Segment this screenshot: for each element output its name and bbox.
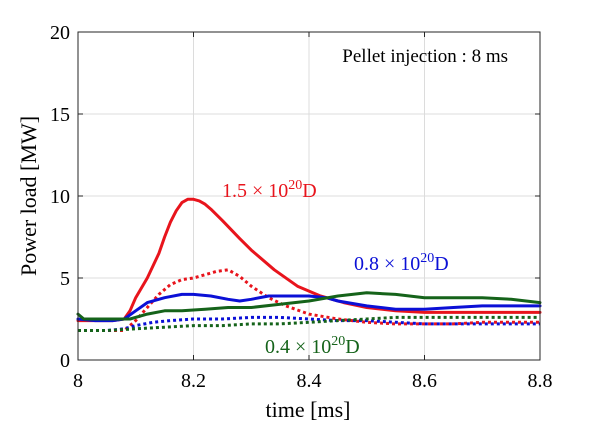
y-tick-label: 5 xyxy=(60,268,70,290)
y-tick-label: 0 xyxy=(60,350,70,372)
y-tick-label: 15 xyxy=(50,104,70,126)
x-tick-label: 8 xyxy=(73,370,83,392)
x-tick-label: 8.8 xyxy=(528,370,553,392)
annotation-0-8e20: 0.8 × 1020D xyxy=(354,251,449,275)
x-tick-label: 8.4 xyxy=(297,370,322,392)
annotation-1-5e20: 1.5 × 1020D xyxy=(222,178,317,202)
series-line-6 xyxy=(78,315,540,332)
tick-marks xyxy=(77,31,541,361)
y-tick-label: 10 xyxy=(50,186,70,208)
x-tick-label: 8.6 xyxy=(412,370,437,392)
series-group xyxy=(76,197,542,332)
pellet-injection-note: Pellet injection : 8 ms xyxy=(342,46,508,67)
series-line-3 xyxy=(76,292,542,323)
y-tick-label: 20 xyxy=(50,22,70,44)
x-axis-label: time [ms] xyxy=(266,397,351,422)
x-tick-label: 8.2 xyxy=(181,370,206,392)
series-line-5 xyxy=(76,291,542,321)
annotation-0-4e20: 0.4 × 1020D xyxy=(265,334,360,358)
y-axis-label: Power load [MW] xyxy=(16,116,41,276)
